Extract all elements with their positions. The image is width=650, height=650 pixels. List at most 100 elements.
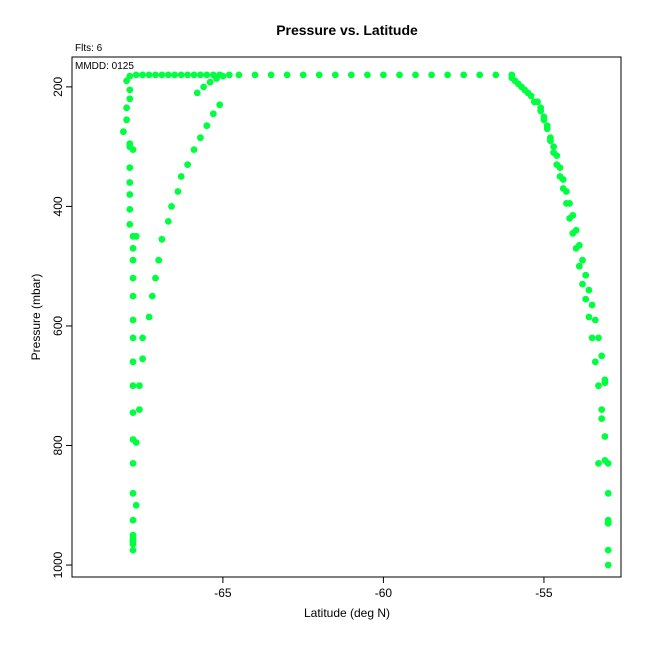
- data-point: [476, 71, 484, 79]
- y-axis-label: Pressure (mbar): [29, 274, 43, 361]
- data-point: [168, 203, 175, 210]
- data-point: [155, 256, 163, 264]
- points-layer: [120, 71, 612, 569]
- data-point: [553, 161, 561, 169]
- data-point: [148, 292, 156, 300]
- data-point: [129, 460, 137, 467]
- data-point: [347, 71, 355, 79]
- data-point: [200, 83, 208, 91]
- data-point: [604, 489, 612, 497]
- data-point: [598, 415, 606, 422]
- data-point: [136, 406, 143, 413]
- data-point: [380, 71, 387, 79]
- data-point: [129, 256, 137, 264]
- data-point: [197, 134, 204, 142]
- data-point: [595, 382, 602, 390]
- x-tick-label: -55: [535, 586, 553, 600]
- y-tick-label: 200: [51, 77, 65, 97]
- data-point: [126, 191, 134, 198]
- data-point: [174, 188, 182, 195]
- data-point: [598, 352, 606, 360]
- data-point: [164, 71, 172, 79]
- data-point: [152, 274, 159, 282]
- data-point: [524, 89, 532, 97]
- data-point: [537, 104, 545, 112]
- data-point: [152, 71, 159, 79]
- data-point: [604, 546, 612, 554]
- data-point: [540, 113, 548, 121]
- data-point: [184, 161, 192, 169]
- data-point: [444, 71, 451, 79]
- data-point: [604, 561, 612, 569]
- data-point: [132, 71, 140, 79]
- data-point: [129, 274, 137, 282]
- data-point: [190, 71, 198, 79]
- data-point: [547, 137, 554, 145]
- data-point: [136, 382, 143, 390]
- data-point: [213, 75, 220, 82]
- data-point: [126, 72, 134, 80]
- data-point: [559, 185, 567, 192]
- data-point: [129, 409, 137, 416]
- flights-label: Flts: 6: [75, 43, 103, 54]
- data-point: [572, 244, 580, 252]
- data-point: [219, 72, 227, 80]
- data-point: [209, 110, 217, 118]
- data-point: [129, 489, 137, 497]
- data-point: [190, 146, 198, 154]
- data-point: [129, 516, 137, 524]
- data-point: [126, 86, 134, 94]
- data-point: [566, 215, 573, 222]
- data-point: [158, 71, 166, 79]
- data-point: [585, 313, 593, 321]
- data-point: [595, 334, 602, 342]
- data-point: [582, 295, 590, 303]
- data-point: [129, 292, 137, 300]
- data-point: [283, 71, 291, 79]
- data-point: [235, 71, 243, 79]
- data-point: [177, 71, 185, 79]
- data-point: [575, 262, 583, 270]
- data-point: [184, 71, 192, 79]
- data-point: [132, 232, 140, 240]
- data-point: [123, 116, 130, 124]
- data-point: [579, 256, 586, 264]
- data-point: [588, 334, 596, 342]
- data-point: [267, 71, 275, 79]
- data-point: [364, 71, 371, 79]
- data-point: [588, 301, 596, 309]
- data-point: [132, 501, 140, 509]
- data-point: [225, 71, 233, 79]
- data-point: [591, 358, 599, 366]
- data-point: [460, 71, 468, 79]
- data-point: [518, 83, 525, 91]
- data-point: [193, 89, 201, 97]
- data-point: [126, 164, 134, 172]
- data-point: [550, 149, 557, 157]
- data-point: [126, 95, 134, 103]
- data-point: [299, 71, 307, 79]
- data-point: [132, 439, 140, 446]
- data-point: [582, 271, 590, 279]
- data-point: [251, 71, 259, 79]
- data-point: [601, 433, 609, 440]
- data-point: [556, 173, 564, 180]
- data-point: [139, 355, 147, 363]
- x-tick-label: -60: [375, 586, 393, 600]
- y-tick-label: 1000: [51, 551, 65, 578]
- data-point: [579, 280, 586, 288]
- data-point: [315, 71, 323, 79]
- data-point: [601, 457, 609, 464]
- data-point: [123, 104, 130, 112]
- data-point: [216, 101, 224, 109]
- data-point: [203, 71, 211, 79]
- data-point: [123, 77, 130, 85]
- y-tick-label: 600: [51, 316, 65, 336]
- data-point: [129, 358, 137, 366]
- data-point: [563, 200, 570, 207]
- data-point: [129, 334, 137, 342]
- data-point: [591, 316, 599, 324]
- data-point: [129, 146, 137, 154]
- data-point: [129, 244, 137, 252]
- x-tick-label: -65: [214, 586, 232, 600]
